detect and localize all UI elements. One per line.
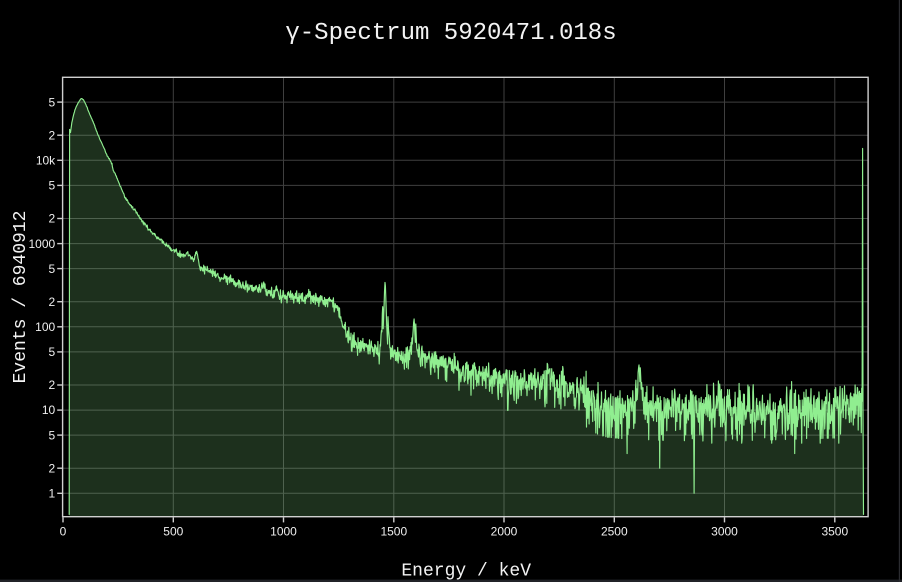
svg-text:1000: 1000 bbox=[270, 524, 297, 538]
svg-text:2: 2 bbox=[49, 128, 56, 142]
svg-text:γ-Spectrum 5920471.018s: γ-Spectrum 5920471.018s bbox=[285, 20, 616, 47]
svg-text:500: 500 bbox=[163, 524, 183, 538]
svg-text:1000: 1000 bbox=[28, 237, 55, 251]
svg-text:2000: 2000 bbox=[491, 524, 518, 538]
svg-text:5: 5 bbox=[49, 95, 56, 109]
svg-text:1500: 1500 bbox=[380, 524, 407, 538]
svg-text:5: 5 bbox=[49, 179, 56, 193]
svg-text:2: 2 bbox=[49, 212, 56, 226]
svg-text:5: 5 bbox=[49, 262, 56, 276]
svg-text:10: 10 bbox=[42, 403, 56, 417]
svg-text:2: 2 bbox=[49, 378, 56, 392]
svg-text:5: 5 bbox=[49, 345, 56, 359]
svg-text:2: 2 bbox=[49, 295, 56, 309]
svg-text:100: 100 bbox=[35, 320, 55, 334]
svg-text:5: 5 bbox=[49, 428, 56, 442]
svg-text:2500: 2500 bbox=[601, 524, 628, 538]
svg-text:0: 0 bbox=[60, 524, 67, 538]
svg-text:Events / 6940912: Events / 6940912 bbox=[11, 211, 31, 384]
svg-text:Energy / keV: Energy / keV bbox=[401, 562, 531, 582]
svg-text:2: 2 bbox=[49, 461, 56, 475]
svg-text:1: 1 bbox=[49, 487, 56, 501]
svg-text:10k: 10k bbox=[36, 154, 56, 168]
svg-text:3500: 3500 bbox=[821, 524, 848, 538]
svg-text:3000: 3000 bbox=[711, 524, 738, 538]
